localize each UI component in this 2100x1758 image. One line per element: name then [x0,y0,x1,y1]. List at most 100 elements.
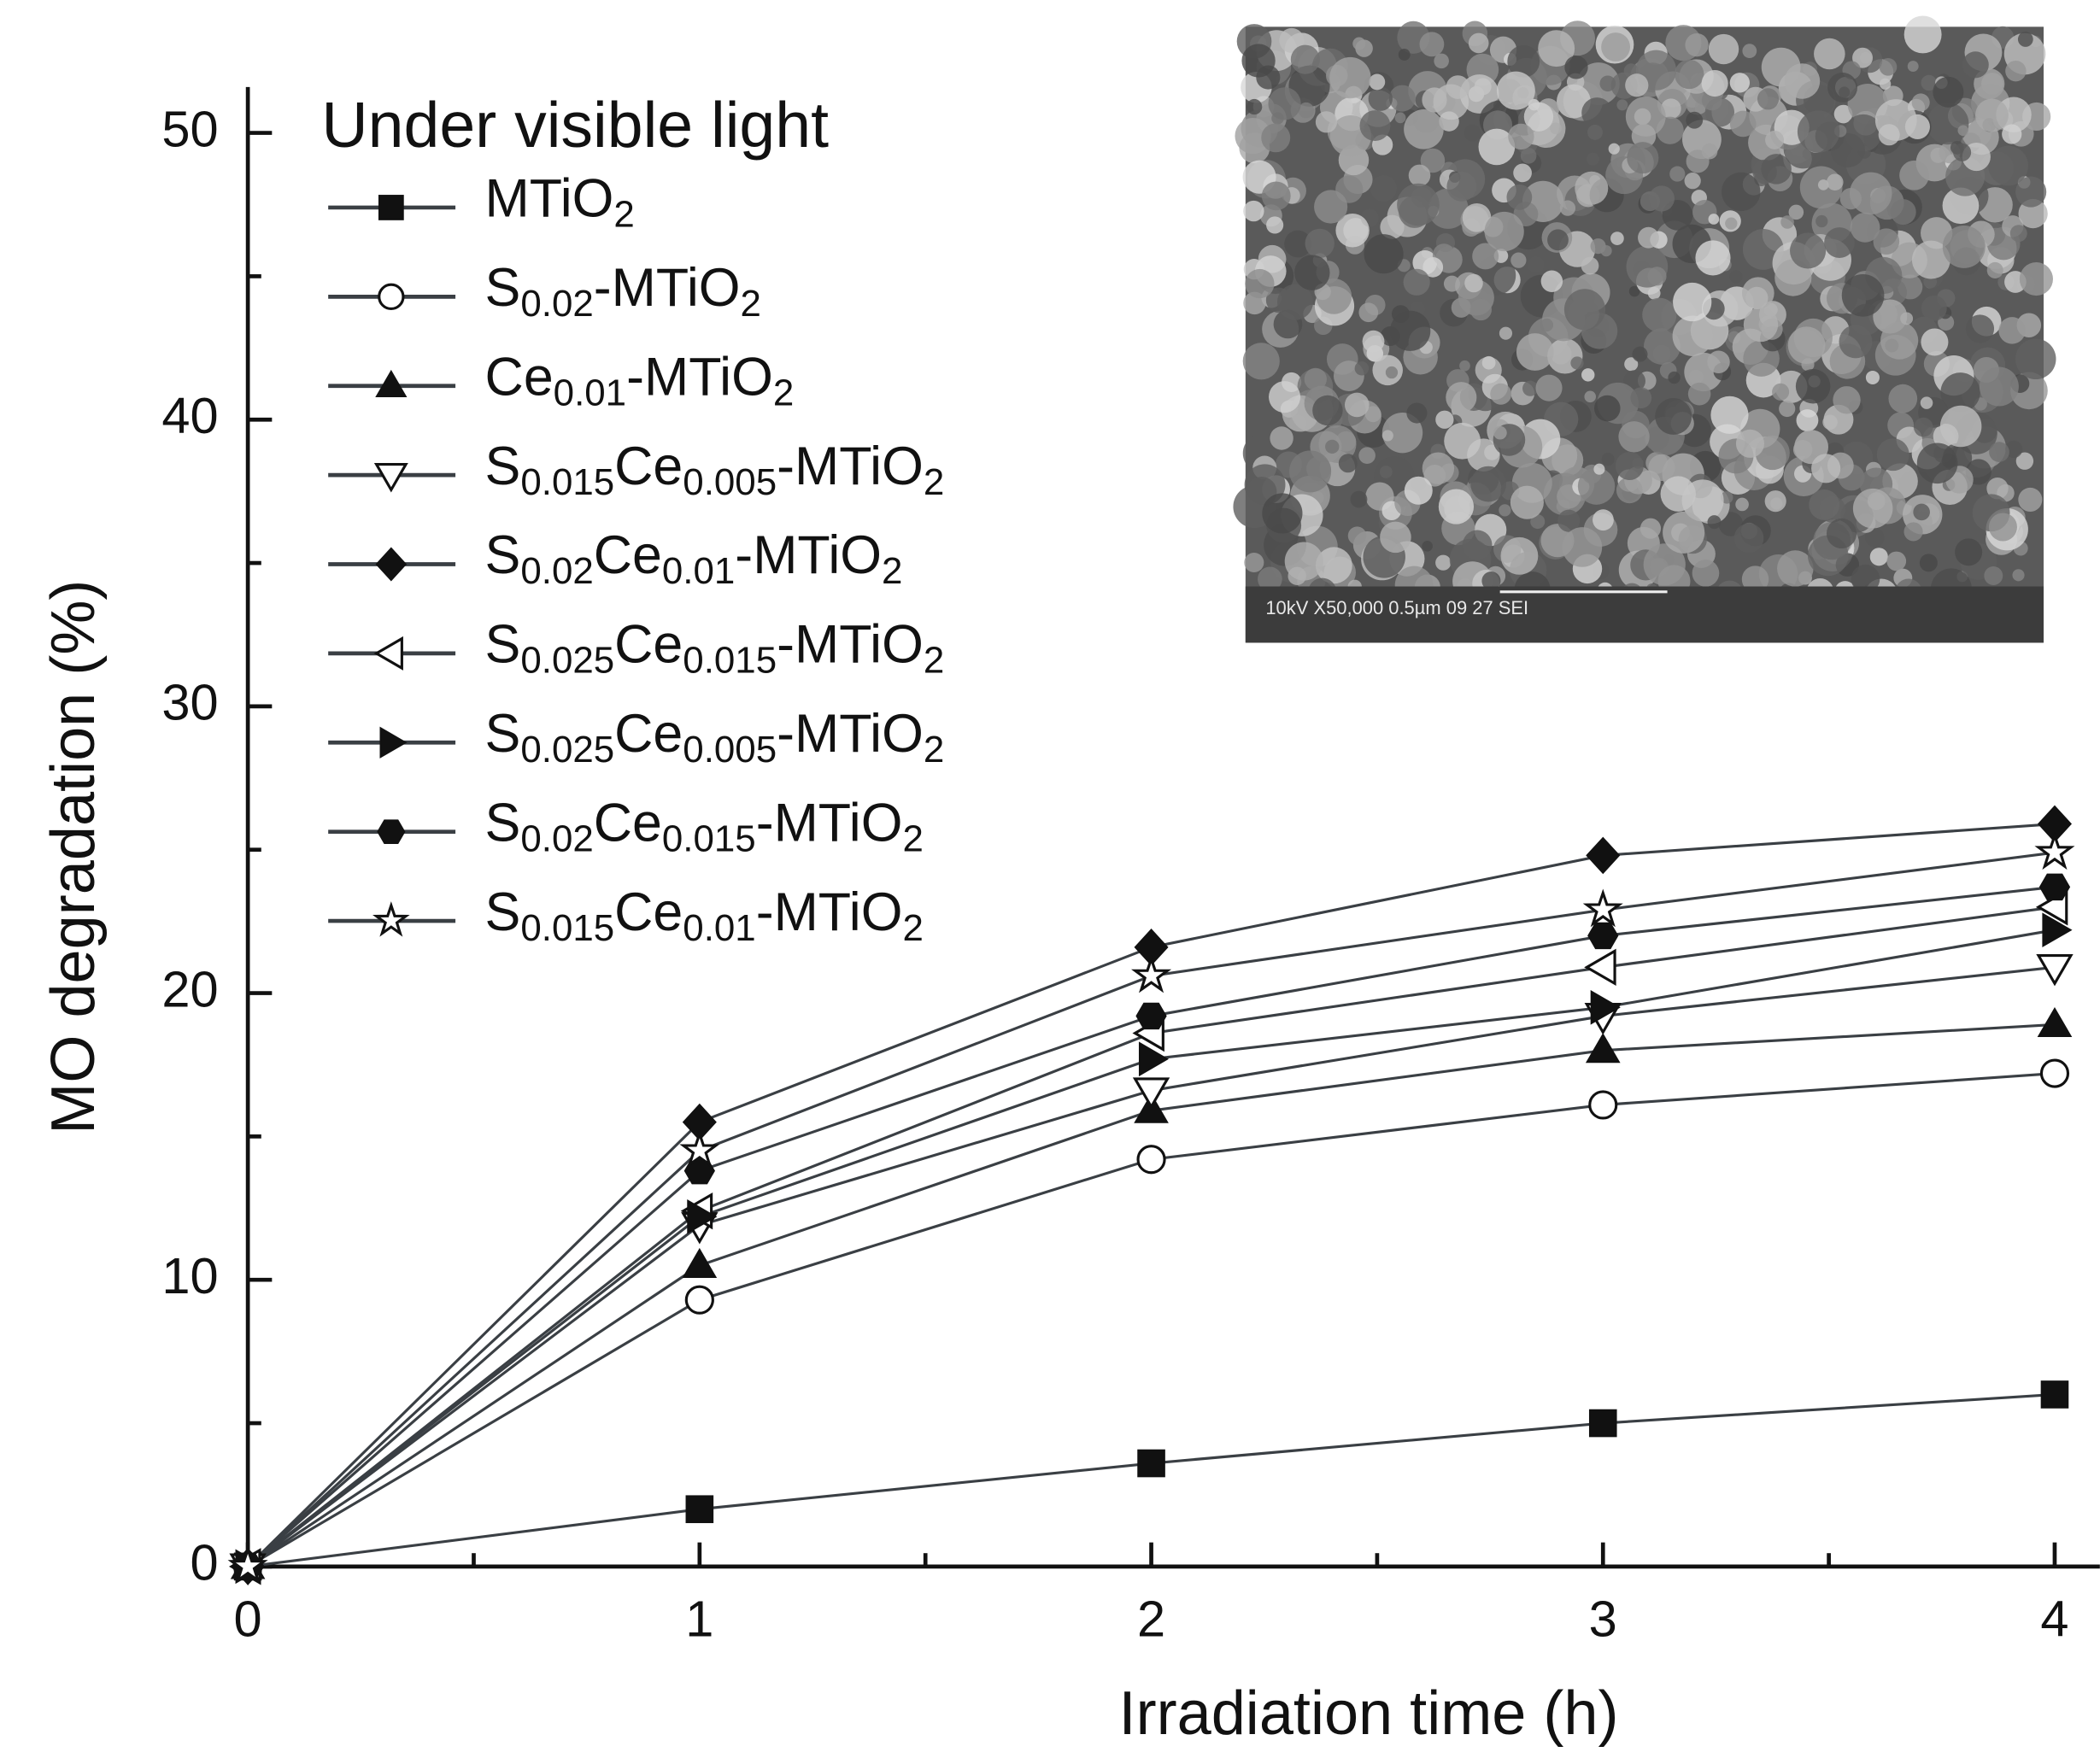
inset-grain [1625,73,1648,97]
inset-grain [1722,173,1760,211]
inset-grain [1305,229,1334,258]
inset-grain [1702,70,1728,97]
inset-grain [1675,60,1704,89]
inset-grain [1459,360,1470,372]
inset-grain [1345,393,1370,418]
inset-grain [1475,78,1492,95]
inset-grain [1729,270,1742,283]
inset-grain [1587,125,1603,140]
inset-grain [1685,33,1708,56]
inset-grain [1570,356,1583,369]
inset-grain [1957,125,1968,136]
inset-grain [1866,371,1880,384]
inset-grain [1355,361,1370,376]
inset-grain [1903,522,1922,541]
inset-grain [1734,524,1764,554]
inset-grain [1270,426,1293,449]
inset-grain [1560,201,1575,216]
inset-grain [1827,173,1844,190]
inset-grain [1966,314,1994,343]
inset-grain [1358,302,1378,322]
inset-grain [1446,382,1476,413]
inset-grain [1535,375,1562,401]
series-line [248,1394,2055,1566]
inset-grain [1707,351,1729,373]
inset-grain [1262,181,1291,210]
inset-grain [1785,63,1821,99]
inset-grain [1790,232,1826,268]
inset-caption: 10kV X50,000 0.5µm 09 27 SEI [1265,597,1528,618]
legend-marker [378,820,404,843]
inset-grain [1380,466,1393,478]
inset-grain [1822,415,1838,431]
inset-grain [1463,530,1493,560]
inset-grain [1382,430,1393,441]
inset-grain [1920,554,1938,571]
inset-grain [1609,144,1620,155]
inset-grain [1648,287,1661,300]
inset-grain [1397,184,1440,226]
legend-title: Under visible light [321,89,829,161]
inset-grain [1600,245,1611,256]
inset-grain [1316,111,1337,132]
inset-grain [1880,322,1918,360]
x-axis-title: Irradiation time (h) [1119,1679,1619,1748]
data-point [686,1496,713,1522]
inset-grain [1404,269,1430,296]
legend-label: S0.02-MTiO2 [485,258,761,325]
inset-grain [1913,504,1930,521]
inset-grain [1563,527,1603,567]
inset-grain [1809,489,1839,520]
inset-grain [1610,231,1624,245]
inset-grain [1409,165,1431,187]
inset-grain [1261,123,1290,152]
inset-grain [1547,229,1569,250]
inset-grain [1247,99,1262,114]
x-tick-label: 2 [1137,1590,1165,1647]
x-tick-label: 1 [685,1590,713,1647]
inset-grain [1730,73,1750,92]
inset-grain [1513,164,1532,183]
inset-grain [1243,201,1264,221]
inset-grain [1735,498,1749,512]
inset-grain [1419,32,1444,56]
inset-grain [1506,185,1532,210]
inset-grain [1796,409,1818,431]
inset-grain [1647,267,1666,285]
inset-grain [1581,257,1599,275]
y-axis-title: MO degradation (%) [39,580,108,1134]
inset-grain [1814,38,1845,70]
inset-grain [1339,454,1358,472]
inset-grain [1940,406,1982,448]
inset-grain [1962,51,1989,78]
inset-grain [1761,154,1791,184]
inset-grain [2015,177,2046,208]
inset-grain [1921,296,1947,321]
inset-grain [1692,560,1720,587]
inset-grain [1575,172,1608,205]
inset-grain [1796,369,1831,404]
data-point [1587,838,1619,873]
inset-grain [1599,75,1616,91]
data-point [1135,959,1168,990]
inset-grain [1541,270,1563,292]
inset-grain [1508,124,1534,149]
inset-grain [1673,316,1713,356]
inset-grain [1955,538,1982,565]
inset-grain [1358,447,1376,464]
legend-label: S0.015Ce0.01-MTiO2 [485,882,924,949]
inset-grain [2005,61,2026,81]
inset-grain [1363,331,1385,353]
legend-marker [379,196,403,220]
inset-grain [2010,225,2027,242]
inset-grain [1359,110,1390,141]
inset-grain [1833,386,1860,413]
inset-grain [1516,333,1554,371]
inset-grain [1975,98,2009,132]
inset-grain [1891,199,1916,225]
inset-grain [1788,326,1826,364]
inset-grain [1395,112,1406,123]
inset-grain [1888,384,1917,413]
inset-grain [1616,452,1644,480]
inset-grain [1943,226,1986,268]
